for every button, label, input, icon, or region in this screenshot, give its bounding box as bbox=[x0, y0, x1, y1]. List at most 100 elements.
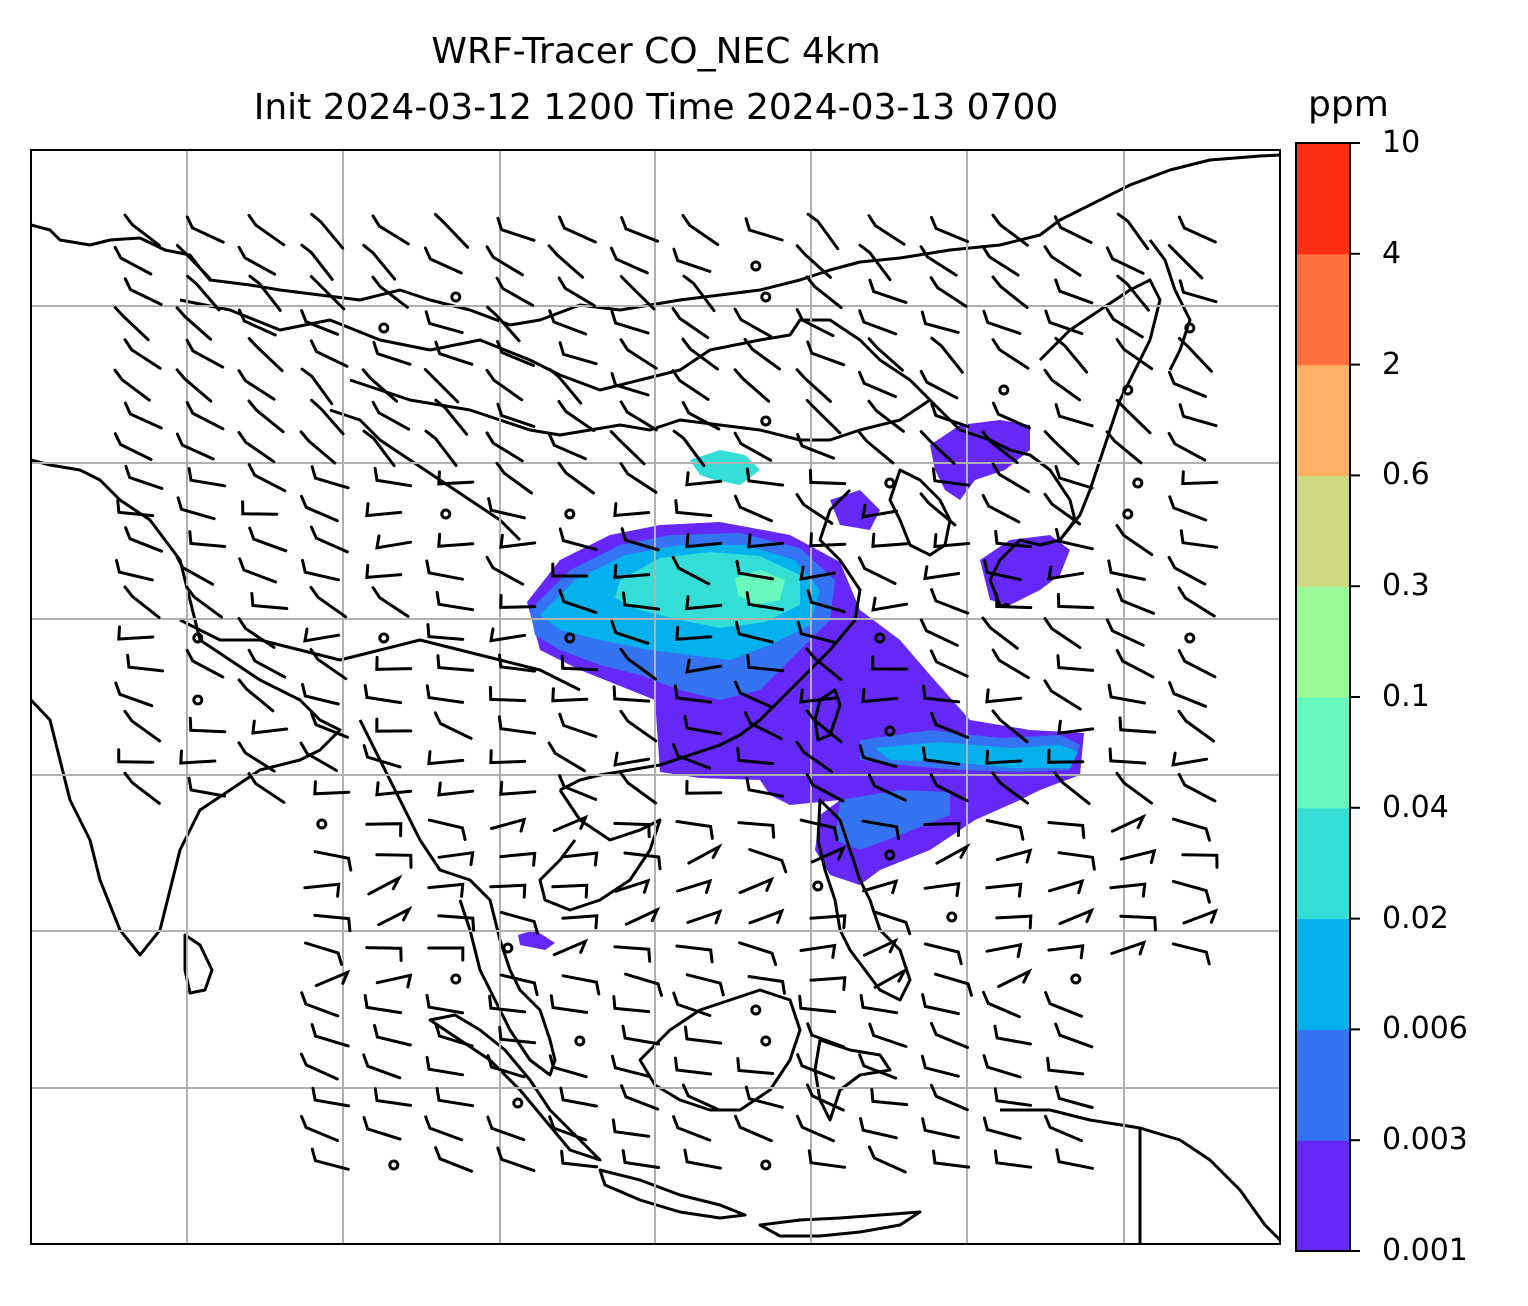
wind-barb bbox=[552, 814, 589, 833]
colorbar-swatch bbox=[1296, 475, 1350, 587]
wind-barb bbox=[858, 243, 892, 282]
wind-barb bbox=[867, 337, 904, 372]
wind-barb bbox=[424, 310, 464, 335]
wind-barb bbox=[923, 821, 961, 837]
wind-barb bbox=[609, 430, 646, 466]
wind-barb bbox=[982, 1054, 1022, 1079]
wind-barb bbox=[1115, 649, 1155, 679]
wind-barb bbox=[744, 1085, 784, 1109]
wind-barb bbox=[436, 654, 475, 672]
colorbar-swatch bbox=[1296, 697, 1350, 809]
wind-barb bbox=[1181, 470, 1219, 486]
wind-barb bbox=[496, 402, 536, 428]
wind-barb bbox=[795, 740, 834, 774]
wind-barb bbox=[674, 1056, 713, 1076]
wind-barb bbox=[1177, 773, 1217, 803]
wind-barb bbox=[300, 243, 334, 281]
wind-barb bbox=[672, 1115, 712, 1142]
wind-barb bbox=[1055, 1148, 1094, 1170]
wind-barb bbox=[861, 819, 901, 841]
wind-barb bbox=[313, 850, 353, 872]
calm-wind-marker bbox=[450, 291, 462, 303]
wind-barb bbox=[687, 843, 723, 865]
wind-barb bbox=[300, 367, 334, 406]
wind-barb bbox=[1179, 529, 1219, 549]
wind-barb bbox=[549, 994, 589, 1014]
wind-barb bbox=[365, 822, 403, 838]
wind-barb bbox=[1115, 771, 1153, 805]
colorbar-tick-label: 0.3 bbox=[1382, 568, 1430, 604]
calm-wind-marker bbox=[1070, 973, 1082, 985]
wind-barb bbox=[499, 780, 537, 796]
wind-barb bbox=[301, 559, 340, 582]
wind-barb bbox=[1109, 882, 1147, 898]
wind-barb bbox=[985, 942, 1023, 959]
wind-barb bbox=[614, 878, 651, 894]
wind-barb bbox=[499, 973, 539, 997]
wind-barb bbox=[371, 400, 411, 431]
colorbar-tick-label: 2 bbox=[1382, 346, 1402, 382]
wind-barb bbox=[982, 1116, 1022, 1140]
wind-barb bbox=[1118, 716, 1157, 734]
wind-barb bbox=[982, 309, 1022, 335]
calm-wind-marker bbox=[564, 632, 576, 644]
wind-barb bbox=[1167, 431, 1207, 462]
wind-barb bbox=[486, 1054, 526, 1079]
wind-barb bbox=[738, 941, 778, 967]
wind-barb bbox=[423, 368, 460, 404]
wind-barb bbox=[983, 559, 1022, 582]
wind-barb bbox=[185, 338, 225, 369]
wind-barb bbox=[560, 654, 599, 672]
wind-barb bbox=[923, 881, 961, 898]
wind-barb bbox=[981, 616, 1019, 650]
wind-barb bbox=[747, 975, 786, 995]
wind-barb bbox=[1044, 1114, 1083, 1143]
wind-barb bbox=[185, 401, 225, 431]
wind-barb bbox=[736, 1057, 775, 1075]
wind-barb bbox=[423, 246, 463, 275]
wind-barb bbox=[796, 1053, 836, 1080]
wind-barb bbox=[685, 533, 723, 549]
wind-barb bbox=[1047, 944, 1085, 960]
wind-barb bbox=[425, 1055, 465, 1077]
wind-barb bbox=[1053, 771, 1091, 806]
wind-barb bbox=[309, 339, 349, 368]
wind-barb bbox=[1047, 821, 1086, 839]
wind-barb bbox=[1056, 654, 1095, 672]
wind-barb bbox=[619, 709, 658, 743]
wind-barb bbox=[303, 627, 341, 643]
wind-barb bbox=[1054, 403, 1094, 428]
wind-barb bbox=[310, 712, 350, 739]
wind-barb bbox=[176, 496, 216, 521]
calm-wind-marker bbox=[760, 1035, 772, 1047]
wind-barb bbox=[123, 401, 163, 430]
calm-wind-marker bbox=[874, 632, 886, 644]
wind-barb bbox=[186, 274, 221, 312]
wind-barb bbox=[1105, 246, 1145, 275]
wind-barb bbox=[1054, 1085, 1094, 1109]
wind-barb bbox=[1046, 1056, 1085, 1076]
wind-barb bbox=[247, 337, 284, 373]
wind-barb bbox=[612, 685, 651, 703]
wind-barb bbox=[113, 432, 153, 461]
wind-barb bbox=[734, 1114, 773, 1143]
wind-barb bbox=[619, 462, 658, 494]
wind-barb bbox=[309, 585, 348, 619]
wind-barb bbox=[995, 848, 1033, 864]
wind-barb bbox=[613, 751, 651, 767]
wind-barb bbox=[1171, 751, 1209, 767]
colorbar-swatch bbox=[1296, 918, 1350, 1030]
wind-barb bbox=[372, 340, 412, 366]
coast-newguinea bbox=[1000, 1108, 1280, 1242]
wind-barb bbox=[795, 493, 834, 525]
calm-wind-marker bbox=[440, 508, 452, 520]
calm-wind-marker bbox=[760, 415, 772, 427]
wind-barb bbox=[426, 623, 465, 641]
wind-barb bbox=[870, 1088, 909, 1107]
wind-barb bbox=[867, 773, 907, 802]
wind-barb bbox=[123, 213, 161, 247]
wind-barb bbox=[671, 369, 710, 401]
wind-barb bbox=[434, 398, 469, 436]
wind-barb bbox=[248, 526, 288, 553]
calm-wind-marker bbox=[564, 508, 576, 520]
